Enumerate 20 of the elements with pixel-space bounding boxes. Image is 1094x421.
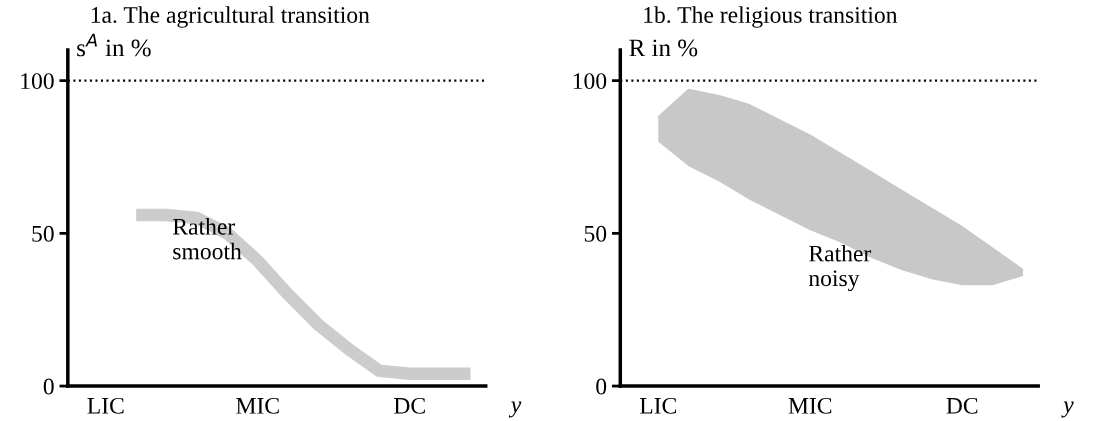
y-axis-title: s$^{A}$ in % xyxy=(77,33,151,57)
y-tick-label: 0 xyxy=(43,378,54,395)
annotation: Rather smooth xyxy=(172,218,242,260)
chart-title: 1b. The religious transition xyxy=(644,6,898,28)
x-axis-title: y xyxy=(1061,401,1074,418)
annotation: Rather noisy xyxy=(808,244,872,292)
y-tick-label: 50 xyxy=(584,225,607,242)
x-axis-title: y xyxy=(508,401,522,418)
x-tick-label: DC xyxy=(394,397,425,414)
y-tick-label: 100 xyxy=(573,73,607,90)
x-tick-label: LIC xyxy=(87,397,124,414)
y-tick-label: 0 xyxy=(596,378,607,395)
x-tick-label: MIC xyxy=(788,397,832,414)
y-tick-label: 50 xyxy=(32,225,54,242)
x-tick-label: MIC xyxy=(236,397,279,414)
x-tick-label: DC xyxy=(946,397,978,414)
chart-title: 1a. The agricultural transition xyxy=(91,6,370,28)
y-tick-label: 100 xyxy=(21,73,54,90)
x-tick-label: LIC xyxy=(639,397,677,414)
y-axis-title: R in % xyxy=(629,39,698,57)
